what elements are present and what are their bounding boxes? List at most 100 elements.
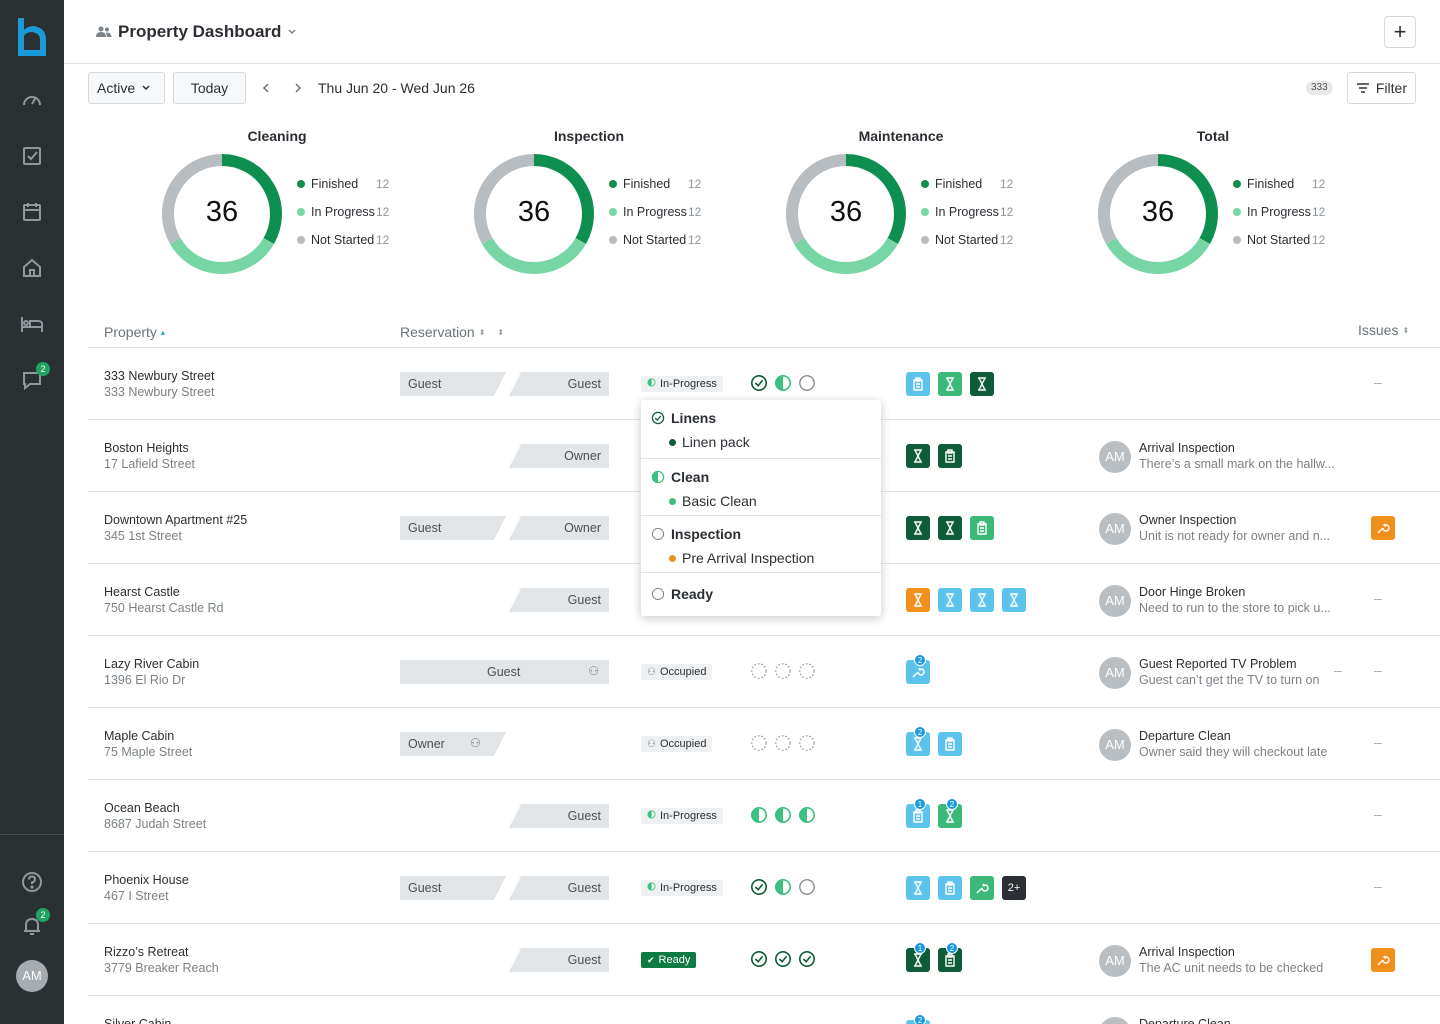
- hour-task-icon[interactable]: [938, 516, 962, 540]
- wrench-issue-button[interactable]: [1371, 516, 1395, 540]
- issue-title[interactable]: Owner Inspection: [1139, 513, 1237, 527]
- wrench-task-icon[interactable]: [970, 876, 994, 900]
- table-row[interactable]: Rizzo’s Retreat 3779 Breaker Reach Guest ✔ R…: [88, 924, 1440, 996]
- task-progress[interactable]: [750, 950, 816, 968]
- hour-task-icon[interactable]: [906, 588, 930, 612]
- calendar-icon[interactable]: [20, 200, 44, 224]
- reservation-bar[interactable]: Guest: [509, 372, 609, 396]
- property-name[interactable]: Phoenix House: [104, 873, 189, 887]
- clip-task-icon[interactable]: [938, 732, 962, 756]
- clip-task-icon[interactable]: [938, 444, 962, 468]
- popover-section-inspection[interactable]: Inspection Pre Arrival Inspection: [641, 516, 881, 573]
- popover-section-linens[interactable]: Linens Linen pack: [641, 400, 881, 459]
- wrench-issue-button[interactable]: [1371, 948, 1395, 972]
- reservation-bar[interactable]: Guest: [509, 876, 609, 900]
- more-task-icon[interactable]: 2+: [1002, 876, 1026, 900]
- hour-task-icon[interactable]: 2: [906, 726, 930, 756]
- property-name[interactable]: Hearst Castle: [104, 585, 180, 599]
- app-logo[interactable]: [14, 16, 50, 58]
- hour-task-icon[interactable]: 1: [906, 942, 930, 972]
- table-row[interactable]: Silver Cabin 2 AM Departure Clean: [88, 996, 1440, 1024]
- task-progress[interactable]: [750, 734, 816, 752]
- status-select[interactable]: Active: [88, 72, 165, 104]
- table-row[interactable]: Phoenix House 467 I Street Guest Guest In-Pr…: [88, 852, 1440, 924]
- bed-icon[interactable]: [20, 312, 44, 336]
- wrench-task-icon[interactable]: 2: [906, 654, 930, 684]
- property-name[interactable]: Lazy River Cabin: [104, 657, 200, 671]
- popover-task-item[interactable]: Basic Clean: [669, 493, 757, 509]
- popover-section-ready[interactable]: Ready: [641, 573, 881, 616]
- hour-task-icon[interactable]: [1002, 588, 1026, 612]
- dashboard-icon[interactable]: [20, 88, 44, 112]
- reservation-bar[interactable]: Guest: [509, 588, 609, 612]
- reservation-bar[interactable]: Guest: [509, 948, 609, 972]
- issue-title[interactable]: Door Hinge Broken: [1139, 585, 1246, 599]
- tasks-icon[interactable]: [20, 144, 44, 168]
- table-row[interactable]: Maple Cabin 75 Maple Street Owner ⚇ ⚇ Occupie…: [88, 708, 1440, 780]
- property-name[interactable]: Silver Cabin: [104, 1017, 172, 1024]
- reservation-bar[interactable]: Owner ⚇: [400, 732, 506, 756]
- chevron-left-icon[interactable]: [260, 82, 272, 94]
- property-name[interactable]: Downtown Apartment #25: [104, 513, 248, 527]
- clip-task-icon[interactable]: [906, 372, 930, 396]
- col-reservation[interactable]: Reservation ⬍ ⬍: [400, 324, 504, 340]
- clip-task-icon[interactable]: 2: [938, 942, 962, 972]
- sort-icon: ⬍: [1402, 325, 1410, 335]
- hour-task-icon[interactable]: 2: [906, 1014, 930, 1024]
- reservation-bar[interactable]: Guest: [400, 516, 506, 540]
- task-progress[interactable]: [750, 806, 816, 824]
- property-name[interactable]: Boston Heights: [104, 441, 189, 455]
- reservation-bar[interactable]: Guest: [509, 804, 609, 828]
- col-issues[interactable]: Issues ⬍: [1358, 322, 1409, 338]
- clip-task-icon[interactable]: [970, 516, 994, 540]
- reservation-bar[interactable]: Owner: [509, 516, 609, 540]
- help-icon[interactable]: [20, 870, 44, 894]
- filter-button[interactable]: Filter: [1347, 72, 1416, 104]
- table-row[interactable]: Lazy River Cabin 1396 El Rio Dr Guest ⚇ ⚇ Occ…: [88, 636, 1440, 708]
- clip-task-icon[interactable]: [938, 876, 962, 900]
- donut-segment-finished: [221, 154, 282, 244]
- dashboard-selector[interactable]: Property Dashboard: [96, 22, 297, 42]
- reservation-bar[interactable]: Owner: [509, 444, 609, 468]
- home-icon[interactable]: [20, 256, 44, 280]
- property-name[interactable]: Rizzo’s Retreat: [104, 945, 189, 959]
- task-progress[interactable]: [750, 662, 816, 680]
- clip-task-icon[interactable]: 1: [906, 798, 930, 828]
- today-button[interactable]: Today: [173, 72, 246, 104]
- issue-title[interactable]: Arrival Inspection: [1139, 441, 1235, 455]
- task-progress[interactable]: [750, 374, 816, 392]
- bell-icon[interactable]: [20, 914, 44, 938]
- hour-task-icon[interactable]: [970, 372, 994, 396]
- hour-task-icon[interactable]: [938, 588, 962, 612]
- popover-task-item[interactable]: Linen pack: [669, 434, 750, 450]
- property-name[interactable]: 333 Newbury Street: [104, 369, 215, 383]
- task-progress[interactable]: [750, 878, 816, 896]
- reservation-bar[interactable]: Guest ⚇: [400, 660, 609, 684]
- popover-task-item[interactable]: Pre Arrival Inspection: [669, 550, 814, 566]
- add-button[interactable]: +: [1384, 16, 1416, 48]
- reservation-bar[interactable]: Guest: [400, 372, 506, 396]
- hour-task-icon[interactable]: [906, 876, 930, 900]
- hour-task-icon[interactable]: [906, 444, 930, 468]
- reservation-bar[interactable]: Guest: [400, 876, 506, 900]
- legend-label: Finished: [311, 177, 359, 191]
- property-name[interactable]: Ocean Beach: [104, 801, 180, 815]
- table-row[interactable]: Ocean Beach 8687 Judah Street Guest In-Prog…: [88, 780, 1440, 852]
- issue-title[interactable]: Guest Reported TV Problem: [1139, 657, 1297, 671]
- hour-task-icon[interactable]: [906, 516, 930, 540]
- chevron-right-icon[interactable]: [292, 82, 304, 94]
- issue-title[interactable]: Arrival Inspection: [1139, 945, 1235, 959]
- property-name[interactable]: Maple Cabin: [104, 729, 175, 743]
- issue-title[interactable]: Departure Clean: [1139, 1017, 1231, 1024]
- popover-section-clean[interactable]: Clean Basic Clean: [641, 459, 881, 516]
- table-row[interactable]: Hearst Castle 750 Hearst Castle Rd Guest AM…: [88, 564, 1440, 636]
- issue-description: Owner said they will checkout late: [1139, 745, 1328, 759]
- table-row[interactable]: Downtown Apartment #25 345 1st Street Gues…: [88, 492, 1440, 564]
- hour-task-icon[interactable]: [970, 588, 994, 612]
- table-row[interactable]: 333 Newbury Street 333 Newbury Street Gues…: [88, 348, 1440, 420]
- hour-task-icon[interactable]: 2: [938, 798, 962, 828]
- user-avatar[interactable]: AM: [16, 960, 48, 992]
- issue-title[interactable]: Departure Clean: [1139, 729, 1231, 743]
- col-property[interactable]: Property ▴: [104, 324, 165, 340]
- hour-task-icon[interactable]: [938, 372, 962, 396]
